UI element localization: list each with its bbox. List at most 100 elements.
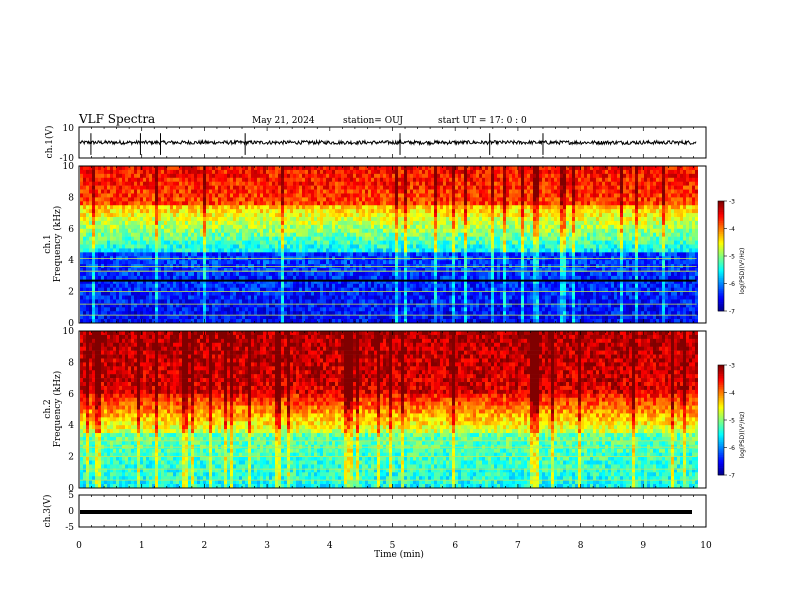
spectrogram-cell <box>104 299 107 304</box>
spectrogram-cell <box>425 244 428 249</box>
spectrogram-cell <box>122 228 125 234</box>
spectrogram-cell <box>269 295 272 300</box>
spectrogram-cell <box>449 193 452 198</box>
spectrogram-cell <box>140 193 143 198</box>
spectrogram-cell <box>293 275 296 281</box>
spectrogram-cell <box>92 197 95 202</box>
spectrogram-cell <box>344 295 347 300</box>
spectrogram-cell <box>371 220 374 226</box>
spectrogram-cell <box>215 166 218 171</box>
spectrogram-cell <box>383 205 386 210</box>
spectrogram-cell <box>266 201 269 206</box>
spectrogram-cell <box>437 295 440 300</box>
spectrogram-cell <box>380 248 383 253</box>
spectrogram-cell <box>227 193 230 198</box>
spectrogram-cell <box>158 217 161 222</box>
spectrogram-cell <box>209 205 212 210</box>
spectrogram-cell <box>368 232 371 237</box>
spectrogram-cell <box>143 166 146 171</box>
spectrogram-cell <box>146 252 149 257</box>
spectrogram-cell <box>263 166 266 171</box>
spectrogram-cell <box>284 209 287 214</box>
spectrogram-cell <box>350 240 353 245</box>
spectrogram-cell <box>356 197 359 202</box>
spectrogram-cell <box>365 299 368 304</box>
spectrogram-cell <box>431 197 434 202</box>
spectrogram-cell <box>389 228 392 234</box>
spectrogram-cell <box>413 201 416 206</box>
spectrogram-cell <box>113 173 116 179</box>
spectrogram-cell <box>275 185 278 190</box>
spectrogram-cell <box>287 299 290 304</box>
spectrogram-cell <box>392 189 395 194</box>
spectrogram-cell <box>326 185 329 190</box>
spectrogram-cell <box>278 205 281 210</box>
spectrogram-cell <box>215 217 218 222</box>
spectrogram-cell <box>209 173 212 179</box>
spectrogram-cell <box>107 209 110 214</box>
spectrogram-cell <box>86 279 89 285</box>
spectrogram-cell <box>449 240 452 245</box>
spectrogram-cell <box>416 232 419 237</box>
spectrogram-cell <box>305 252 308 257</box>
spectrogram-cell <box>281 166 284 171</box>
spectrogram-cell <box>443 299 446 304</box>
spectrogram-cell <box>245 299 248 304</box>
spectrogram-cell <box>179 201 182 206</box>
spectrogram-cell <box>317 177 320 182</box>
spectrogram-cell <box>407 268 410 273</box>
spectrogram-cell <box>365 291 368 296</box>
spectrogram-cell <box>383 295 386 300</box>
spectrogram-cell <box>176 224 179 230</box>
spectrogram-cell <box>392 177 395 182</box>
spectrogram-cell <box>296 224 299 230</box>
spectrogram-cell <box>224 240 227 245</box>
spectrogram-cell <box>227 220 230 226</box>
spectrogram-cell <box>413 169 416 175</box>
spectrogram-cell <box>80 252 83 257</box>
spectrogram-cell <box>278 299 281 304</box>
spectrogram-cell <box>428 315 431 320</box>
spectrogram-cell <box>311 279 314 285</box>
spectrogram-cell <box>437 209 440 214</box>
spectrogram-cell <box>176 220 179 226</box>
spectrogram-cell <box>92 224 95 230</box>
spectrogram-cell <box>215 169 218 175</box>
spectrogram-cell <box>188 232 191 237</box>
spectrogram-cell <box>404 232 407 237</box>
spectrogram-cell <box>356 287 359 292</box>
spectrogram-cell <box>419 166 422 171</box>
spectrogram-cell <box>299 177 302 182</box>
spectrogram-cell <box>434 193 437 198</box>
spectrogram-cell <box>392 197 395 202</box>
spectrogram-cell <box>341 181 344 186</box>
spectrogram-cell <box>344 169 347 175</box>
spectrogram-cell <box>296 193 299 198</box>
spectrogram-cell <box>377 260 380 265</box>
spectrogram-cell <box>221 303 224 308</box>
spectrogram-cell <box>449 173 452 179</box>
spectrogram-cell <box>266 189 269 194</box>
spectrogram-cell <box>215 287 218 292</box>
spectrogram-cell <box>311 260 314 265</box>
spectrogram-cell <box>347 311 350 316</box>
spectrogram-cell <box>437 271 440 277</box>
spectrogram-cell <box>182 224 185 230</box>
spectrogram-cell <box>404 193 407 198</box>
spectrogram-cell <box>140 224 143 230</box>
spectrogram-cell <box>149 193 152 198</box>
spectrogram-cell <box>344 248 347 253</box>
spectrogram-cell <box>410 287 413 292</box>
spectrogram-cell <box>356 279 359 285</box>
spectrogram-cell <box>176 166 179 171</box>
spectrogram-cell <box>191 197 194 202</box>
spectrogram-cell <box>347 268 350 273</box>
spectrogram-cell <box>365 307 368 312</box>
spectrogram-cell <box>173 193 176 198</box>
spectrogram-cell <box>176 279 179 285</box>
spectrogram-cell <box>365 189 368 194</box>
spectrogram-cell <box>194 311 197 316</box>
spectrogram-cell <box>125 271 128 277</box>
spectrogram-cell <box>266 193 269 198</box>
spectrogram-cell <box>371 244 374 249</box>
